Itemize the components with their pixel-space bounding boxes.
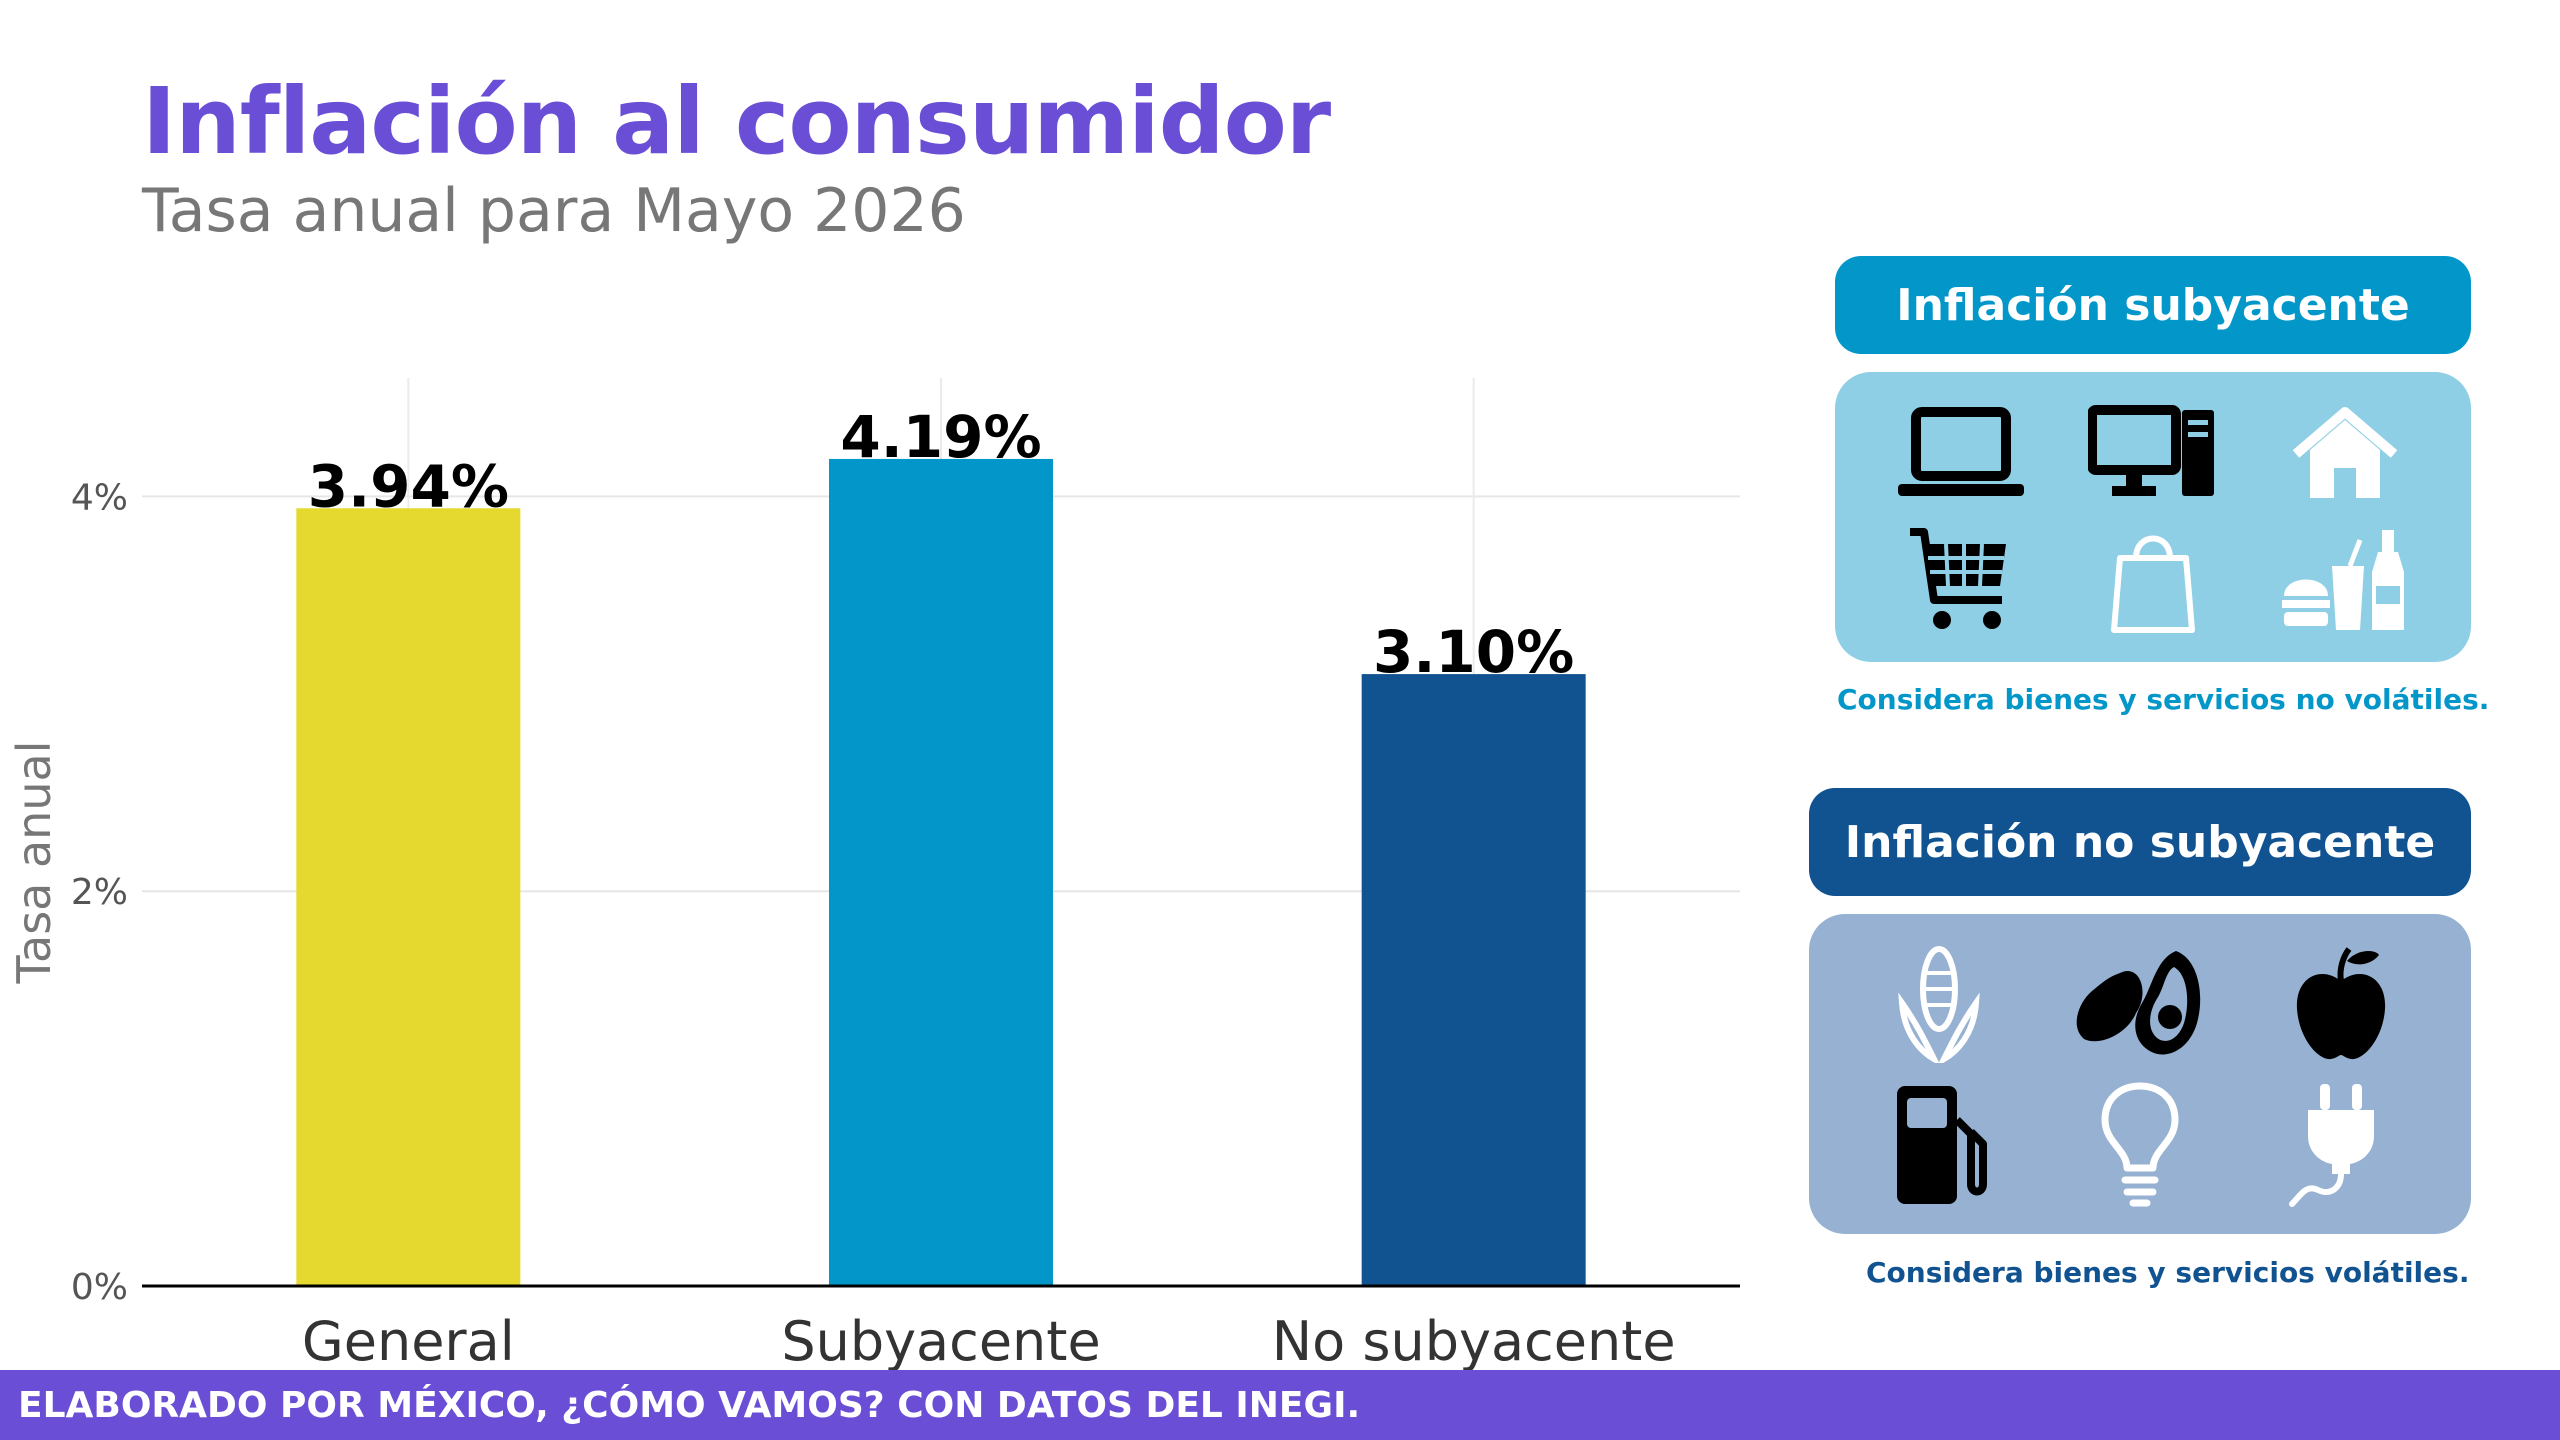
page-subtitle: Tasa anual para Mayo 2026: [142, 176, 966, 246]
x-tick-label: Subyacente: [781, 1310, 1100, 1373]
bar-subyacente: [829, 458, 1053, 1286]
bar-general: [296, 508, 521, 1286]
electric-plug-icon: [2240, 1074, 2441, 1216]
noncore-inflation-icons: [1809, 914, 2471, 1234]
laptop-icon: [1865, 390, 2057, 517]
footer-bar: ELABORADO POR MÉXICO, ¿CÓMO VAMOS? CON D…: [0, 1370, 2560, 1440]
gas-pump-icon: [1839, 1074, 2040, 1216]
x-tick-label: General: [302, 1310, 515, 1373]
footer-credit: ELABORADO POR MÉXICO, ¿CÓMO VAMOS? CON D…: [18, 1384, 1361, 1426]
avocado-icon: [2040, 932, 2241, 1074]
noncore-inflation-title: Inflación no subyacente: [1844, 816, 2436, 868]
y-tick-label: 4%: [71, 477, 128, 518]
light-bulb-icon: [2040, 1074, 2241, 1216]
fast-food-icon: [2249, 517, 2441, 644]
x-tick-label: No subyacente: [1272, 1310, 1676, 1373]
core-inflation-header: Inflación subyacente: [1835, 256, 2471, 354]
corn-icon: [1839, 932, 2040, 1074]
bar-value-label: 4.19%: [840, 403, 1041, 471]
desktop-computer-icon: [2057, 390, 2249, 517]
core-inflation-title: Inflación subyacente: [1896, 279, 2410, 331]
apple-icon: [2240, 932, 2441, 1074]
shopping-bag-icon: [2057, 517, 2249, 644]
y-tick-label: 0%: [71, 1267, 128, 1308]
shopping-cart-icon: [1865, 517, 2057, 644]
y-tick-label: 2%: [71, 872, 128, 913]
core-inflation-icons: [1835, 372, 2471, 662]
noncore-inflation-note: Considera bienes y servicios volátiles.: [1866, 1256, 2470, 1289]
noncore-inflation-header: Inflación no subyacente: [1809, 788, 2471, 896]
page-title: Inflación al consumidor: [142, 68, 1331, 175]
y-axis-label: Tasa anual: [7, 741, 61, 985]
bar-value-label: 3.94%: [308, 452, 509, 520]
bar-chart: 0% 2% 4% Tasa anual 3.94% General 4.19% Subyace…: [7, 378, 1740, 1373]
house-icon: [2249, 390, 2441, 517]
core-inflation-note: Considera bienes y servicios no volátile…: [1837, 683, 2490, 716]
bar-no-subyacente: [1361, 674, 1586, 1286]
bar-value-label: 3.10%: [1373, 618, 1574, 686]
